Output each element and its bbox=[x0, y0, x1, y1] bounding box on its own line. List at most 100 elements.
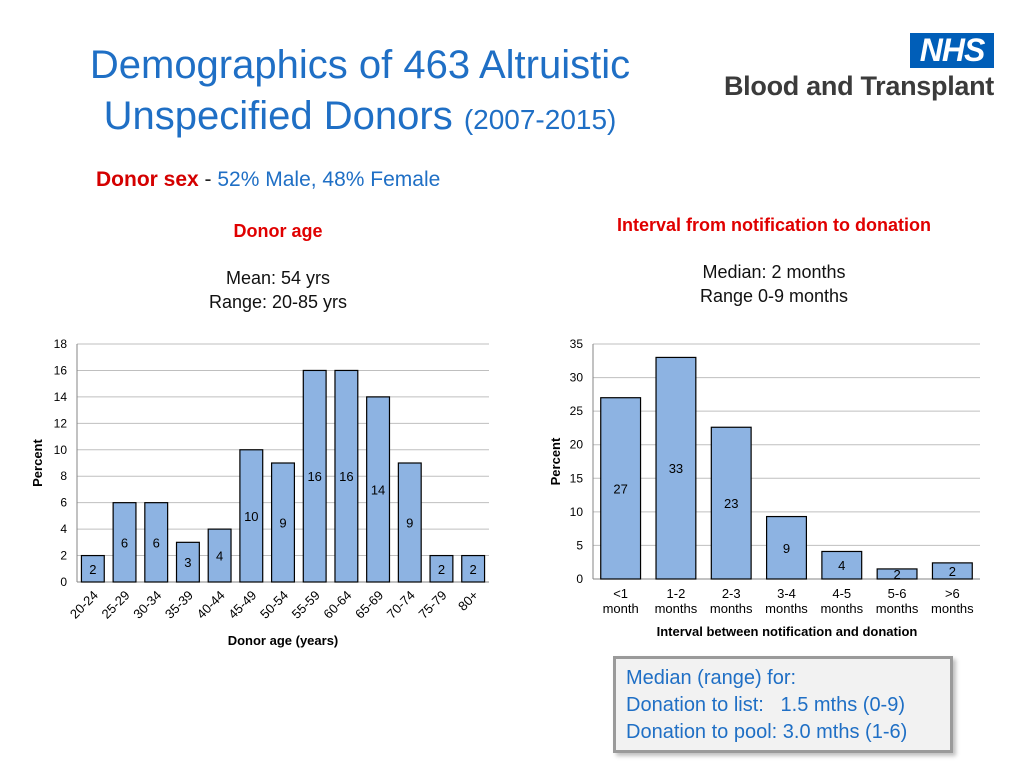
data-label: 2 bbox=[438, 562, 445, 577]
x-tick-label: <1 month bbox=[603, 586, 639, 616]
y-tick-label: 10 bbox=[570, 505, 584, 519]
bar-2 bbox=[144, 502, 169, 583]
data-label: 27 bbox=[613, 481, 627, 496]
x-tick-label: 80+ bbox=[455, 588, 481, 614]
data-label: 14 bbox=[371, 482, 385, 497]
bar-0 bbox=[600, 397, 642, 580]
data-label: 2 bbox=[89, 562, 96, 577]
bar-7 bbox=[302, 369, 327, 583]
summary-box: Median (range) for: Donation to list: 1.… bbox=[613, 656, 953, 753]
data-label: 33 bbox=[669, 461, 683, 476]
y-tick-label: 16 bbox=[54, 363, 68, 377]
title-years: (2007-2015) bbox=[463, 104, 617, 135]
y-axis-title: Percent bbox=[30, 438, 45, 486]
data-label: 4 bbox=[838, 558, 845, 573]
bar-4 bbox=[207, 528, 232, 583]
x-tick-label: 75-79 bbox=[415, 588, 449, 622]
interval-heading: Interval from notification to donation bbox=[617, 215, 931, 235]
donor-sex-value: 52% Male, 48% Female bbox=[217, 168, 441, 191]
data-label: 10 bbox=[244, 509, 258, 524]
data-label: 4 bbox=[216, 549, 223, 564]
x-tick-label: 1-2 months bbox=[655, 586, 698, 616]
y-tick-label: 30 bbox=[570, 371, 584, 385]
title-line-1: Demographics of 463 Altruistic bbox=[89, 43, 631, 87]
bar-4 bbox=[821, 550, 863, 580]
bar-8 bbox=[334, 369, 359, 583]
data-label: 2 bbox=[893, 567, 900, 582]
nhs-logo-box: NHS bbox=[910, 33, 994, 68]
bar-0 bbox=[80, 554, 105, 583]
title-main: Unspecified Donors bbox=[103, 94, 453, 138]
donor-sex-line: Donor sex - 52% Male, 48% Female bbox=[96, 168, 440, 192]
interval-stats: Median: 2 months Range 0-9 months bbox=[654, 260, 894, 308]
y-tick-label: 15 bbox=[570, 471, 584, 485]
org-name: Blood and Transplant bbox=[723, 71, 994, 101]
donor-age-range: Range: 20-85 yrs bbox=[208, 292, 348, 312]
x-tick-label: 45-49 bbox=[225, 588, 259, 622]
y-tick-label: 18 bbox=[54, 337, 68, 351]
bar-10 bbox=[397, 462, 422, 583]
bar-5 bbox=[239, 449, 264, 583]
data-label: 6 bbox=[153, 535, 160, 550]
nhs-blood-transplant-logo: NHS Blood and Transplant bbox=[700, 33, 1000, 103]
y-tick-label: 0 bbox=[60, 575, 67, 589]
title-line-2: Unspecified Donors (2007-2015) bbox=[60, 91, 660, 145]
x-axis-title: Interval between notification and donati… bbox=[657, 624, 918, 639]
y-tick-label: 35 bbox=[570, 337, 584, 351]
y-tick-label: 10 bbox=[54, 443, 68, 457]
data-label: 6 bbox=[121, 535, 128, 550]
x-tick-label: 5-6 months bbox=[876, 586, 919, 616]
x-tick-label: 60-64 bbox=[320, 588, 354, 622]
y-tick-label: 0 bbox=[576, 572, 583, 586]
x-tick-label: 70-74 bbox=[384, 588, 418, 622]
summary-line-1: Median (range) for: bbox=[626, 667, 797, 689]
x-tick-label: 4-5 months bbox=[820, 586, 863, 616]
donor-sex-label: Donor sex bbox=[96, 168, 199, 191]
y-tick-label: 20 bbox=[570, 438, 584, 452]
bar-6 bbox=[931, 562, 973, 580]
data-label: 9 bbox=[279, 516, 286, 531]
bar-3 bbox=[765, 515, 808, 580]
bar-11 bbox=[429, 554, 454, 583]
y-tick-label: 6 bbox=[60, 496, 67, 510]
x-tick-label: 30-34 bbox=[130, 588, 164, 622]
y-tick-label: 5 bbox=[576, 538, 583, 552]
y-tick-label: 4 bbox=[60, 522, 67, 536]
bar-5 bbox=[876, 568, 918, 580]
interval-range: Range 0-9 months bbox=[699, 286, 849, 306]
data-label: 9 bbox=[406, 516, 413, 531]
x-tick-label: 55-59 bbox=[289, 588, 323, 622]
y-tick-label: 14 bbox=[54, 390, 68, 404]
y-axis-title: Percent bbox=[548, 437, 563, 485]
bar-9 bbox=[366, 396, 391, 583]
data-label: 23 bbox=[724, 496, 738, 511]
donor-sex-separator: - bbox=[198, 168, 218, 191]
interval-chart: 0 5 10 15 20 25 30 35 27 <1 month 33 1-2 months 23 2-3 m… bbox=[548, 337, 980, 639]
summary-line-2: Donation to list: 1.5 mths (0-9) bbox=[626, 694, 906, 716]
donor-age-heading: Donor age bbox=[233, 221, 323, 241]
y-tick-label: 12 bbox=[54, 416, 68, 430]
x-tick-label: 50-54 bbox=[257, 588, 291, 622]
donor-age-mean: Mean: 54 yrs bbox=[225, 268, 331, 288]
data-label: 9 bbox=[783, 541, 790, 556]
x-tick-label: 65-69 bbox=[352, 588, 386, 622]
x-tick-label: 35-39 bbox=[162, 588, 196, 622]
x-tick-label: 25-29 bbox=[99, 588, 133, 622]
data-label: 16 bbox=[339, 469, 353, 484]
donor-age-stats: Mean: 54 yrs Range: 20-85 yrs bbox=[158, 266, 398, 314]
x-tick-label: 40-44 bbox=[194, 588, 228, 622]
bar-1 bbox=[655, 356, 697, 580]
page-title: Demographics of 463 Altruistic Unspecifi… bbox=[60, 40, 660, 145]
x-tick-label: >6 months bbox=[931, 586, 974, 616]
y-tick-label: 8 bbox=[60, 469, 67, 483]
bar-2 bbox=[710, 426, 752, 580]
bar-12 bbox=[461, 554, 486, 583]
data-label: 16 bbox=[307, 469, 321, 484]
data-label: 2 bbox=[470, 562, 477, 577]
y-tick-label: 25 bbox=[570, 404, 584, 418]
x-tick-label: 2-3 months bbox=[710, 586, 753, 616]
data-label: 3 bbox=[184, 555, 191, 570]
bar-6 bbox=[270, 462, 296, 583]
x-axis-title: Donor age (years) bbox=[228, 633, 339, 648]
x-tick-label: 20-24 bbox=[67, 588, 101, 622]
